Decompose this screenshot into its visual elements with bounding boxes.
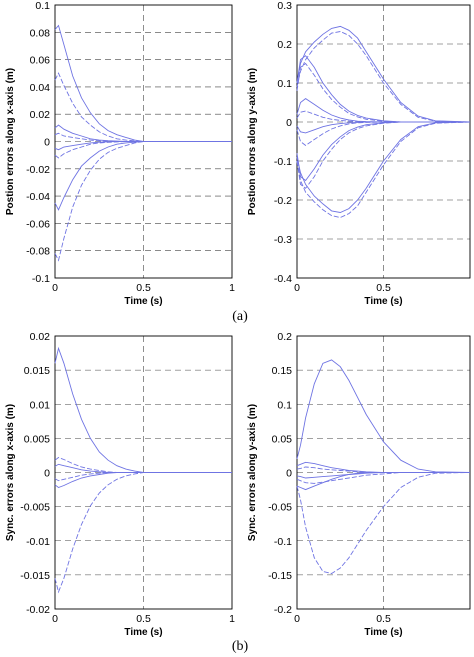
- y-tick-label: 0.01: [30, 399, 51, 411]
- x-tick-label: 1: [229, 613, 235, 625]
- y-tick-label: -0.3: [274, 234, 292, 246]
- y-tick-label: -0.2: [274, 604, 292, 616]
- y-tick-label: -0.2: [274, 195, 292, 207]
- y-tick-label: -0.1: [32, 273, 50, 285]
- y-tick-label: 0.1: [277, 78, 292, 90]
- y-tick-label: -0.15: [268, 570, 292, 582]
- series-line: [296, 121, 471, 218]
- plot-frame: [296, 4, 471, 279]
- y-tick-label: -0.05: [268, 502, 292, 514]
- series-line: [296, 472, 470, 491]
- x-axis-label: Time (s): [364, 296, 402, 307]
- y-tick-label: 0.2: [277, 39, 292, 51]
- x-tick-label: 0.5: [136, 613, 151, 625]
- y-tick-label: 0.06: [30, 55, 51, 67]
- y-tick-label: 0: [44, 137, 50, 149]
- series-line: [54, 456, 232, 473]
- y-tick-label: -0.08: [26, 246, 50, 258]
- x-tick-label: 0.5: [376, 282, 391, 294]
- y-axis-label: Sync. errors along y-axis (m): [247, 404, 258, 541]
- y-tick-label: 0.005: [24, 433, 50, 445]
- y-tick-label: 0.05: [272, 433, 293, 445]
- caption-b: (b): [232, 639, 249, 654]
- y-tick-label: 0.015: [24, 365, 50, 377]
- y-tick-label: 0.15: [272, 365, 293, 377]
- y-tick-label: 0: [286, 117, 292, 129]
- x-tick-label: 0: [294, 613, 300, 625]
- series-line: [296, 62, 470, 123]
- x-axis-label: Time (s): [124, 627, 162, 638]
- y-tick-label: 0.3: [277, 0, 292, 12]
- series-line: [296, 472, 471, 574]
- series-line: [296, 121, 470, 182]
- series-line: [54, 141, 232, 159]
- y-tick-label: -0.04: [26, 191, 50, 203]
- y-tick-label: -0.06: [26, 218, 50, 230]
- y-axis-label: Postion errors along y-axis (m): [247, 68, 258, 215]
- y-tick-label: 0.2: [277, 331, 292, 343]
- x-tick-label: 1: [229, 282, 235, 294]
- chart-sync-x: 0.02 0.015 0.01 0.005 0 -0.005 -0.01 -0.015 -0.0…: [5, 331, 235, 638]
- y-tick-label: -0.01: [26, 536, 50, 548]
- y-tick-label: -0.02: [26, 604, 50, 616]
- y-tick-label: 0.02: [30, 109, 51, 121]
- x-axis-label: Time (s): [364, 627, 402, 638]
- y-axis-label: Sync. errors along x-axis (m): [5, 404, 16, 541]
- y-tick-label: 0.02: [30, 331, 51, 343]
- y-tick-label: 0.04: [30, 82, 51, 94]
- x-axis-label: Time (s): [124, 296, 162, 307]
- y-tick-label: -0.1: [274, 536, 292, 548]
- y-tick-label: -0.1: [274, 156, 292, 168]
- chart-position-x: 0.1 0.08 0.06 0.04 0.02 0 -0.02 -0.04 -0.06 -0.08…: [5, 0, 235, 307]
- y-tick-label: 0: [286, 468, 292, 480]
- x-tick-label: 0.5: [136, 282, 151, 294]
- x-tick-label: 0: [52, 282, 58, 294]
- x-tick-label: 0: [52, 613, 58, 625]
- y-axis-label: Postion errors along x-axis (m): [5, 68, 16, 215]
- series-line: [54, 472, 232, 594]
- y-tick-label: -0.02: [26, 164, 50, 176]
- series-line: [296, 25, 471, 123]
- chart-sync-y: 0.20.150.10.050-0.05-0.1-0.15-0.20 0.5Tim…: [247, 331, 471, 638]
- caption-a: (a): [232, 309, 248, 324]
- y-tick-label: -0.015: [20, 570, 50, 582]
- y-tick-label: 0.1: [35, 0, 50, 12]
- x-tick-label: 0.5: [376, 613, 391, 625]
- series-line: [296, 121, 470, 189]
- x-tick-label: 0: [294, 282, 300, 294]
- series-line: [54, 24, 232, 142]
- y-tick-label: 0.08: [30, 27, 51, 39]
- series-line: [296, 359, 471, 473]
- y-tick-label: -0.4: [274, 273, 292, 285]
- y-tick-label: -0.005: [20, 502, 50, 514]
- series-line: [54, 141, 232, 262]
- series-line: [296, 121, 471, 213]
- y-tick-label: 0.1: [277, 399, 292, 411]
- series-line: [296, 31, 471, 123]
- y-tick-label: 0: [44, 468, 50, 480]
